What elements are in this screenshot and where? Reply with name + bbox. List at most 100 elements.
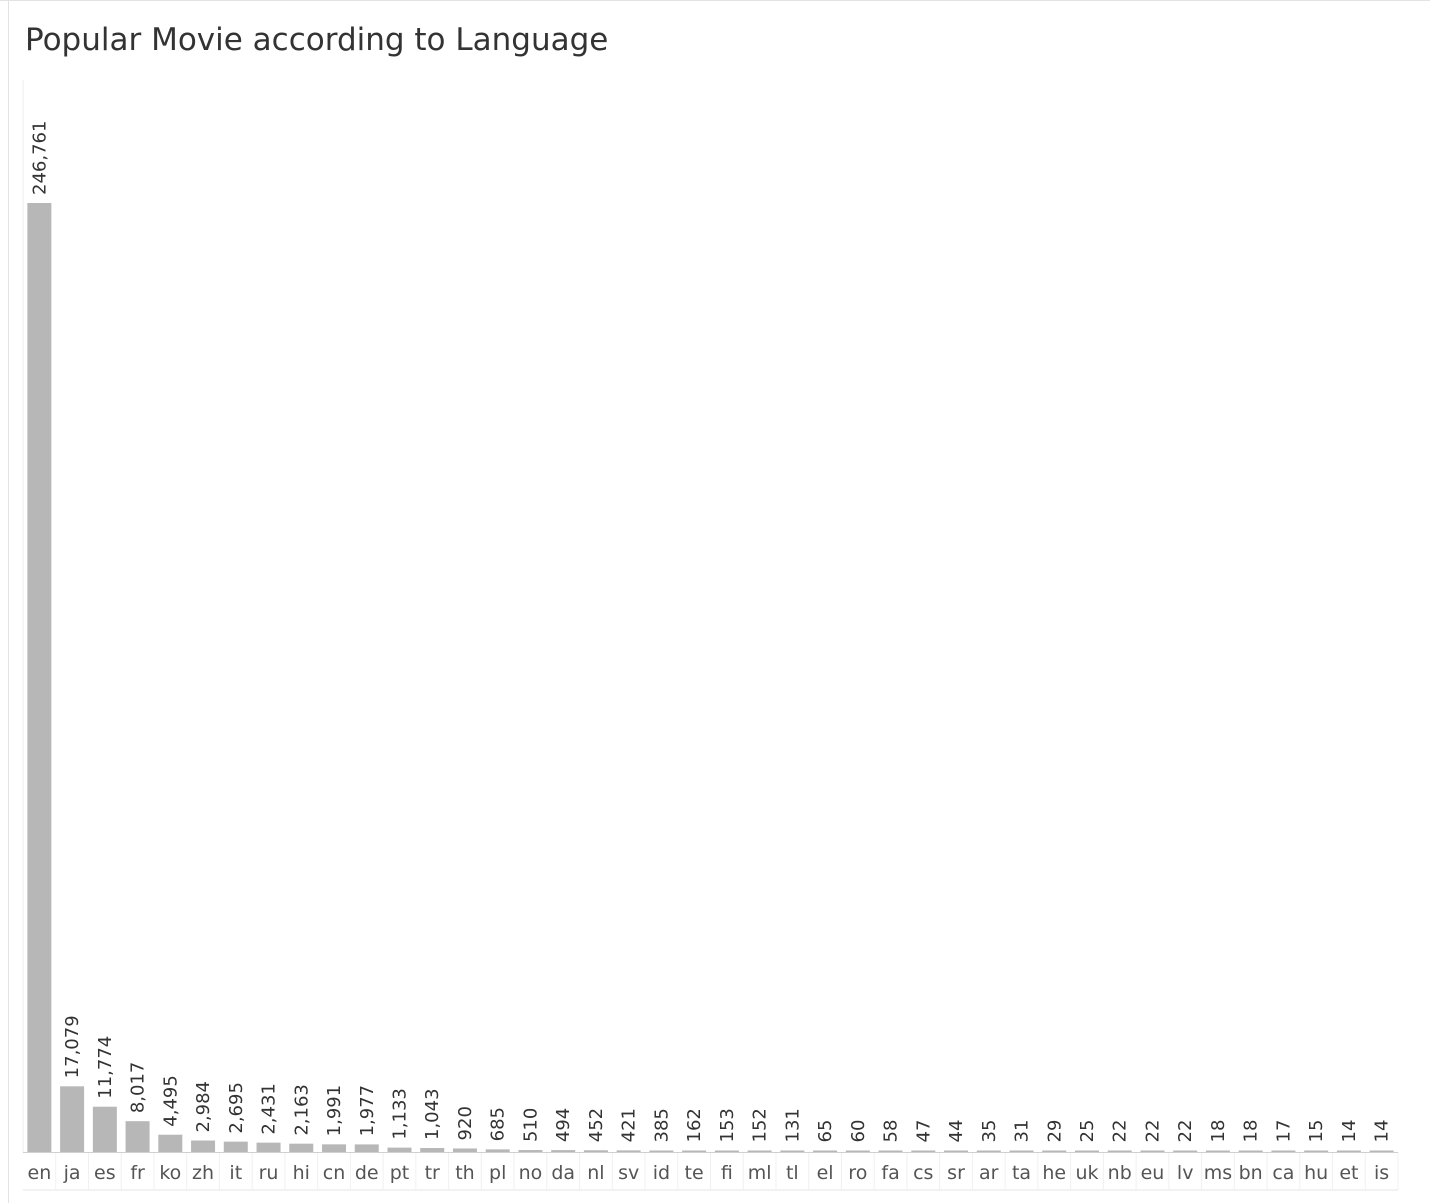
x-tick-label-eu: eu: [1141, 1162, 1165, 1184]
value-label-zh: 2,984: [193, 1081, 214, 1133]
x-tick-label-tl: tl: [786, 1162, 799, 1184]
x-tick-label-et: et: [1339, 1162, 1358, 1184]
bar-hu: [1304, 1150, 1329, 1152]
value-label-el: 65: [815, 1120, 836, 1143]
bar-lv: [1173, 1150, 1198, 1152]
value-label-ms: 18: [1208, 1120, 1229, 1143]
bar-ar: [976, 1150, 1001, 1152]
value-label-bn: 18: [1241, 1120, 1262, 1143]
bar-fa: [878, 1150, 903, 1152]
value-label-tl: 131: [782, 1108, 803, 1142]
value-label-fi: 153: [717, 1108, 738, 1142]
value-label-da: 494: [553, 1108, 574, 1142]
value-label-is: 14: [1372, 1120, 1393, 1143]
x-tick-label-ta: ta: [1012, 1162, 1031, 1184]
x-tick-label-bn: bn: [1239, 1162, 1263, 1184]
x-tick-label-is: is: [1374, 1162, 1389, 1184]
bar-bn: [1238, 1150, 1263, 1152]
value-label-uk: 25: [1077, 1120, 1098, 1143]
value-label-nl: 452: [586, 1108, 607, 1142]
bar-tl: [780, 1150, 805, 1152]
x-tick-label-ro: ro: [848, 1162, 867, 1184]
value-label-sv: 421: [619, 1108, 640, 1142]
x-tick-label-no: no: [519, 1162, 543, 1184]
bar-et: [1336, 1150, 1361, 1152]
bar-cn: [322, 1144, 347, 1152]
value-label-ru: 2,431: [259, 1083, 280, 1135]
value-label-ta: 31: [1012, 1120, 1033, 1143]
value-label-ar: 35: [979, 1120, 1000, 1143]
x-tick-label-fr: fr: [130, 1162, 145, 1184]
x-tick-label-ar: ar: [979, 1162, 999, 1184]
value-label-cn: 1,991: [324, 1085, 345, 1137]
value-label-fa: 58: [881, 1120, 902, 1143]
x-tick-label-lv: lv: [1177, 1162, 1194, 1184]
bar-ru: [256, 1142, 281, 1152]
bar-fr: [125, 1121, 150, 1152]
x-tick-label-cs: cs: [913, 1162, 933, 1184]
bar-pt: [387, 1147, 412, 1152]
value-label-pt: 1,133: [389, 1088, 410, 1140]
x-tick-label-sv: sv: [618, 1162, 639, 1184]
x-tick-label-te: te: [685, 1162, 704, 1184]
value-label-ja: 17,079: [62, 1015, 83, 1078]
x-tick-label-es: es: [94, 1162, 116, 1184]
value-label-no: 510: [520, 1108, 541, 1142]
value-label-hi: 2,163: [291, 1084, 312, 1136]
x-tick-label-th: th: [455, 1162, 475, 1184]
x-tick-label-ko: ko: [159, 1162, 181, 1184]
bar-de: [354, 1144, 379, 1152]
bar-no: [518, 1150, 543, 1152]
bar-ml: [747, 1150, 772, 1152]
x-tick-label-zh: zh: [192, 1162, 214, 1184]
value-label-fr: 8,017: [128, 1062, 149, 1114]
bar-ms: [1205, 1150, 1230, 1152]
x-tick-label-el: el: [817, 1162, 834, 1184]
x-tick-label-cn: cn: [323, 1162, 346, 1184]
x-tick-label-uk: uk: [1075, 1162, 1098, 1184]
value-label-hu: 15: [1306, 1120, 1327, 1143]
x-tick-label-fa: fa: [881, 1162, 899, 1184]
value-label-pl: 685: [488, 1107, 509, 1141]
value-label-it: 2,695: [226, 1082, 247, 1134]
value-label-nb: 22: [1110, 1120, 1131, 1143]
bar-pl: [485, 1149, 510, 1152]
value-label-es: 11,774: [95, 1036, 116, 1099]
value-label-ro: 60: [848, 1120, 869, 1143]
value-label-sr: 44: [946, 1120, 967, 1143]
x-tick-label-ja: ja: [63, 1162, 81, 1184]
x-tick-label-ru: ru: [259, 1162, 279, 1184]
x-tick-label-ca: ca: [1272, 1162, 1294, 1184]
value-label-de: 1,977: [357, 1085, 378, 1137]
bar-zh: [191, 1140, 216, 1152]
value-label-tr: 1,043: [422, 1088, 443, 1140]
x-tick-label-sr: sr: [947, 1162, 965, 1184]
bar-ja: [60, 1086, 85, 1152]
bar-eu: [1140, 1150, 1165, 1152]
value-label-ml: 152: [750, 1108, 771, 1142]
value-label-et: 14: [1339, 1120, 1360, 1143]
bar-id: [649, 1150, 674, 1152]
bar-th: [452, 1148, 477, 1152]
bar-el: [813, 1150, 838, 1152]
x-tick-label-da: da: [551, 1162, 575, 1184]
bar-he: [1042, 1150, 1067, 1152]
bar-ko: [158, 1134, 183, 1152]
value-label-ca: 17: [1273, 1120, 1294, 1143]
bar-ro: [845, 1150, 870, 1152]
bar-ca: [1271, 1150, 1296, 1152]
x-tick-label-fi: fi: [721, 1162, 733, 1184]
x-tick-label-de: de: [355, 1162, 379, 1184]
x-tick-label-it: it: [229, 1162, 242, 1184]
x-tick-label-ml: ml: [748, 1162, 772, 1184]
value-label-te: 162: [684, 1108, 705, 1142]
frame-top-border: [0, 0, 1430, 1]
bar-sv: [616, 1150, 641, 1152]
x-tick-label-id: id: [653, 1162, 670, 1184]
bar-hi: [289, 1143, 314, 1152]
bar-tr: [420, 1147, 445, 1152]
value-label-eu: 22: [1142, 1120, 1163, 1143]
x-tick-label-pl: pl: [489, 1162, 506, 1184]
